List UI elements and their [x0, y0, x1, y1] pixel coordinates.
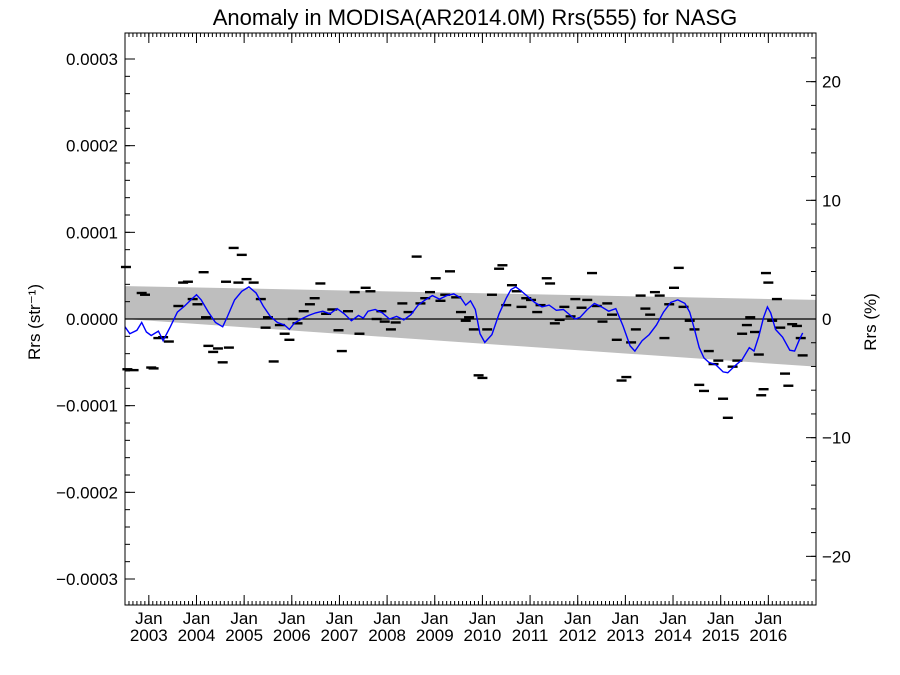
y-tick-label-right: −10 [822, 429, 851, 448]
x-tick-month-label: Jan [135, 609, 162, 628]
y-tick-label-left: 0.0003 [66, 50, 118, 69]
x-tick-month-label: Jan [707, 609, 734, 628]
axes-layer: 0.0003 0.0002 0.0001 0.0000 −0.0001 −0.0002 −0… [56, 32, 851, 645]
chart-title: Anomaly in MODISA(AR2014.0M) Rrs(555) fo… [213, 5, 738, 30]
x-tick-month-label: Jan [659, 609, 686, 628]
y-tick-label-left: 0.0000 [66, 310, 118, 329]
x-tick-year-label: 2004 [178, 626, 216, 645]
x-tick-month-label: Jan [421, 609, 448, 628]
x-tick-month-label: Jan [612, 609, 639, 628]
x-tick-year-label: 2016 [749, 626, 787, 645]
y-tick-label-right: 10 [822, 191, 841, 210]
y-tick-label-right: −20 [822, 547, 851, 566]
y-tick-label-left: −0.0003 [56, 570, 118, 589]
y-tick-label-left: −0.0002 [56, 483, 118, 502]
x-tick-month-label: Jan [230, 609, 257, 628]
x-tick-month-label: Jan [564, 609, 591, 628]
x-tick-month-label: Jan [469, 609, 496, 628]
uncertainty-band-layer [125, 286, 816, 367]
x-tick-month-label: Jan [755, 609, 782, 628]
x-tick-month-label: Jan [373, 609, 400, 628]
x-tick-year-label: 2003 [130, 626, 168, 645]
y-tick-label-right: 20 [822, 73, 841, 92]
x-tick-year-label: 2010 [463, 626, 501, 645]
x-tick-month-label: Jan [278, 609, 305, 628]
x-tick-year-label: 2012 [559, 626, 597, 645]
x-tick-month-label: Jan [516, 609, 543, 628]
y-tick-label-left: 0.0002 [66, 137, 118, 156]
x-tick-year-label: 2013 [606, 626, 644, 645]
x-tick-month-label: Jan [326, 609, 353, 628]
y-tick-label-left: 0.0001 [66, 223, 118, 242]
x-tick-year-label: 2005 [225, 626, 263, 645]
x-tick-month-label: Jan [183, 609, 210, 628]
x-tick-year-label: 2009 [416, 626, 454, 645]
smoothed-anomaly-line [124, 286, 804, 374]
x-tick-year-label: 2008 [368, 626, 406, 645]
x-tick-year-label: 2007 [321, 626, 359, 645]
uncertainty-band [125, 286, 816, 367]
y-axis-label-left: Rrs (str⁻¹) [25, 284, 44, 360]
y-axis-label-right: Rrs (%) [861, 293, 880, 351]
smoothed-line-layer [124, 286, 804, 374]
y-tick-label-right: 0 [822, 310, 831, 329]
x-tick-year-label: 2015 [702, 626, 740, 645]
y-tick-label-left: −0.0001 [56, 397, 118, 416]
x-tick-year-label: 2011 [512, 626, 549, 645]
x-tick-year-label: 2006 [273, 626, 311, 645]
x-tick-year-label: 2014 [654, 626, 692, 645]
